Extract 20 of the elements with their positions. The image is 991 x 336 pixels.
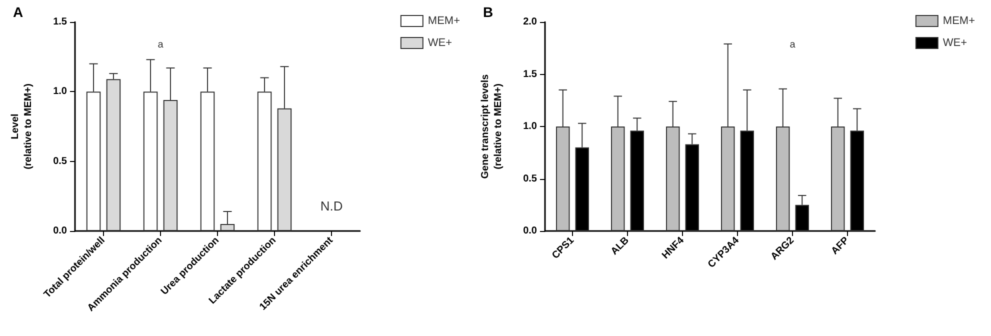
y-tick-label: 1.0	[53, 86, 68, 98]
annotation: a	[790, 39, 796, 50]
y-tick-label: 0.5	[53, 156, 68, 167]
y-tick-label: 0.0	[53, 226, 68, 236]
y-tick-label: 1.0	[523, 121, 538, 132]
chart-title: B	[483, 4, 494, 20]
annotation: a	[158, 39, 164, 50]
y-tick-label: 1.5	[53, 16, 68, 28]
y-axis-title: Gene transcript levels (relative to MEM+)	[480, 74, 504, 179]
y-axis-title: Level (relative to MEM+)	[10, 84, 34, 170]
y-tick-label: 0.5	[523, 173, 538, 184]
legend-label: MEM+	[942, 15, 976, 27]
chart-title: A	[13, 4, 24, 20]
annotation: N.D	[320, 198, 343, 214]
legend-label: WE+	[942, 37, 968, 49]
y-tick-label: 2.0	[523, 16, 538, 28]
legend-label: MEM+	[428, 15, 460, 27]
legend-label: WE+	[428, 37, 452, 49]
y-tick-label: 1.5	[523, 68, 538, 80]
y-tick-label: 0.0	[523, 226, 538, 236]
